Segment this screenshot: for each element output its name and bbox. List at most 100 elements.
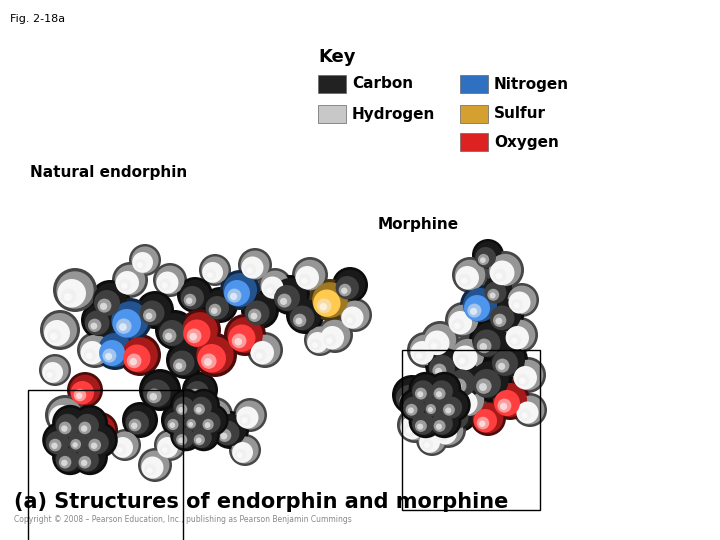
Circle shape — [176, 363, 182, 369]
Circle shape — [469, 319, 511, 361]
Text: Sulfur: Sulfur — [494, 106, 546, 122]
Circle shape — [464, 295, 490, 321]
Circle shape — [449, 336, 487, 374]
Circle shape — [400, 410, 431, 440]
Circle shape — [129, 418, 141, 431]
Circle shape — [411, 392, 449, 429]
Circle shape — [150, 393, 157, 401]
Circle shape — [165, 333, 172, 340]
Circle shape — [492, 350, 518, 376]
Circle shape — [194, 403, 205, 415]
Circle shape — [140, 450, 169, 480]
Circle shape — [473, 329, 500, 357]
Circle shape — [338, 298, 372, 332]
Circle shape — [459, 357, 465, 364]
Circle shape — [419, 413, 427, 421]
Circle shape — [199, 412, 220, 433]
Circle shape — [277, 294, 292, 308]
Circle shape — [156, 266, 184, 294]
Circle shape — [400, 394, 413, 408]
Circle shape — [304, 324, 336, 356]
Circle shape — [241, 417, 248, 423]
Circle shape — [177, 277, 213, 313]
Circle shape — [289, 306, 315, 330]
Circle shape — [307, 326, 333, 354]
Circle shape — [395, 378, 429, 412]
Circle shape — [453, 346, 477, 370]
Circle shape — [72, 439, 108, 475]
Circle shape — [490, 380, 530, 420]
Circle shape — [264, 284, 276, 296]
Text: Key: Key — [318, 48, 356, 66]
Bar — [318, 105, 346, 123]
Circle shape — [237, 452, 243, 458]
Circle shape — [326, 338, 333, 344]
Circle shape — [158, 313, 192, 347]
Circle shape — [470, 400, 506, 436]
Circle shape — [70, 454, 81, 465]
Circle shape — [430, 374, 459, 403]
Circle shape — [178, 413, 212, 447]
Text: Copyright © 2008 – Pearson Education, Inc., publishing as Pearson Benjamin Cummi: Copyright © 2008 – Pearson Education, In… — [14, 515, 352, 524]
Circle shape — [55, 418, 62, 425]
Circle shape — [472, 369, 501, 397]
Circle shape — [338, 284, 351, 296]
Circle shape — [105, 353, 112, 360]
Circle shape — [176, 434, 187, 446]
Circle shape — [52, 405, 88, 441]
Circle shape — [236, 407, 258, 429]
Circle shape — [301, 278, 307, 284]
Circle shape — [447, 362, 483, 398]
Circle shape — [519, 377, 526, 384]
Circle shape — [341, 301, 369, 329]
Circle shape — [159, 279, 171, 291]
Circle shape — [145, 313, 153, 320]
Circle shape — [505, 283, 539, 317]
Circle shape — [86, 421, 109, 444]
Circle shape — [433, 363, 446, 377]
Circle shape — [78, 456, 91, 469]
Circle shape — [486, 251, 524, 289]
Circle shape — [508, 286, 536, 314]
Circle shape — [173, 422, 199, 449]
Circle shape — [179, 407, 184, 413]
Circle shape — [443, 398, 477, 432]
Circle shape — [414, 349, 426, 361]
Circle shape — [289, 299, 321, 331]
Circle shape — [261, 271, 289, 300]
Circle shape — [191, 397, 212, 417]
Circle shape — [320, 303, 327, 310]
Circle shape — [452, 339, 484, 371]
Circle shape — [137, 262, 143, 268]
Circle shape — [193, 333, 237, 377]
Circle shape — [459, 403, 465, 409]
Circle shape — [431, 343, 437, 349]
Circle shape — [186, 433, 193, 438]
Circle shape — [183, 320, 210, 347]
Circle shape — [138, 448, 172, 482]
Circle shape — [136, 291, 174, 329]
Circle shape — [168, 418, 181, 432]
Circle shape — [45, 369, 56, 380]
Circle shape — [86, 353, 92, 359]
Circle shape — [211, 411, 249, 449]
Circle shape — [472, 239, 504, 271]
Circle shape — [140, 300, 164, 325]
Circle shape — [513, 360, 544, 390]
Circle shape — [184, 413, 202, 431]
Text: Natural endorphin: Natural endorphin — [30, 165, 187, 180]
Circle shape — [454, 383, 462, 390]
Circle shape — [478, 254, 489, 265]
Circle shape — [505, 326, 529, 349]
Circle shape — [51, 442, 58, 449]
Circle shape — [428, 339, 441, 352]
Circle shape — [494, 390, 520, 416]
Bar — [460, 105, 488, 123]
Circle shape — [477, 417, 490, 429]
Circle shape — [142, 372, 178, 408]
Circle shape — [266, 287, 273, 294]
Circle shape — [430, 412, 466, 448]
Circle shape — [98, 333, 132, 367]
Circle shape — [422, 439, 433, 450]
Circle shape — [459, 274, 472, 286]
